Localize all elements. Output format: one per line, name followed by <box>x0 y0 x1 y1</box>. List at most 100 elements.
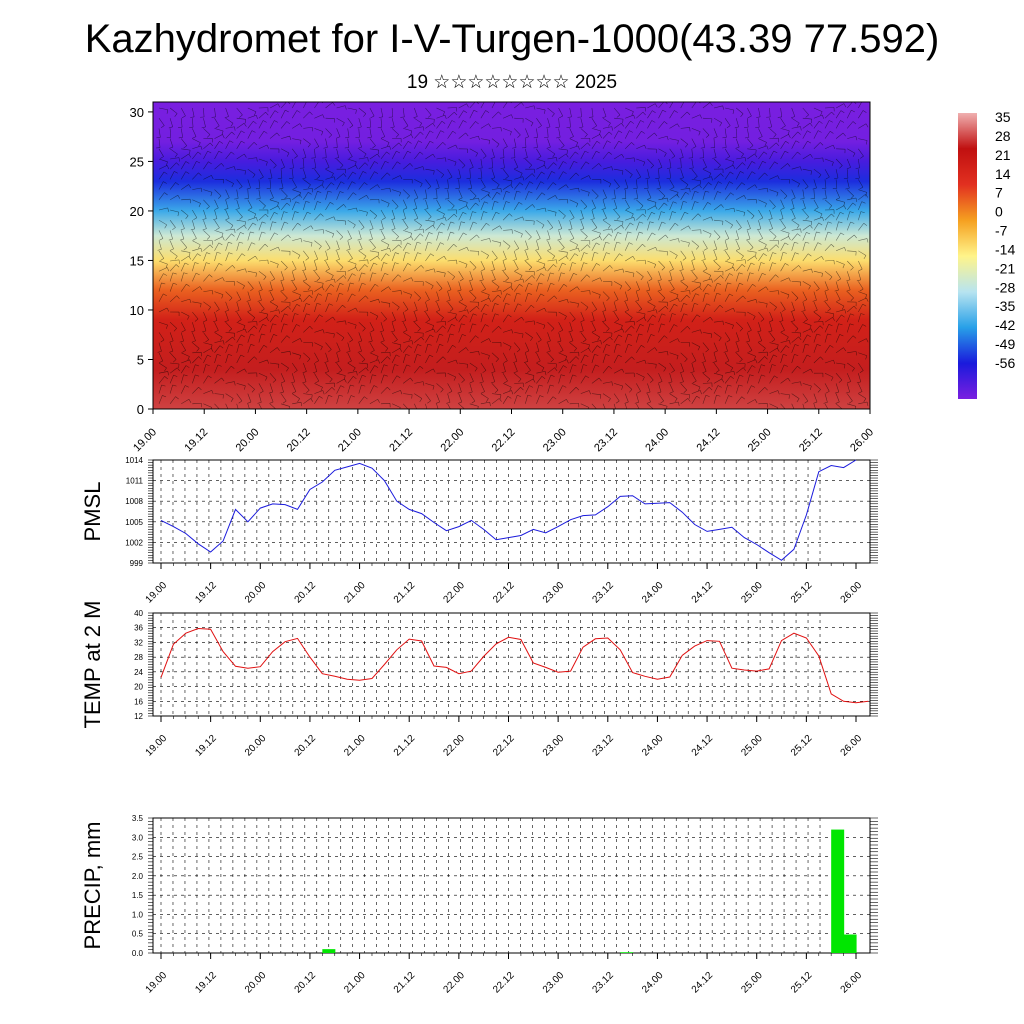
temp-x-tick-label: 19.12 <box>193 733 219 759</box>
precip-y-tick-label: 1.0 <box>132 910 144 919</box>
precip-x-tick-label: 23.12 <box>590 970 616 996</box>
colorbar-label: 21 <box>995 147 1011 163</box>
temp-x-tick-label: 25.00 <box>739 733 765 759</box>
temp-y-tick-label: 32 <box>134 638 143 647</box>
temp-x-tick-label: 23.12 <box>590 733 616 759</box>
wind-barbs <box>156 102 869 409</box>
pmsl-x-tick-label: 20.00 <box>243 580 269 606</box>
xsec-x-tick-label: 22.12 <box>490 426 518 454</box>
temp-x-tick-label: 23.00 <box>541 733 567 759</box>
colorbar <box>958 113 977 399</box>
colorbar-label: -49 <box>995 336 1015 352</box>
cross-section-field <box>153 102 870 409</box>
pmsl-x-tick-label: 22.00 <box>442 580 468 606</box>
precip-bar <box>620 952 634 953</box>
pmsl-y-tick-label: 1008 <box>125 497 143 506</box>
temp-x-tick-label: 21.12 <box>392 733 418 759</box>
precip-x-tick-label: 20.12 <box>293 970 319 996</box>
temp-frame <box>152 612 871 717</box>
precip-x-tick-label: 22.00 <box>442 970 468 996</box>
temp-y-tick-label: 20 <box>134 683 143 692</box>
precip-x-tick-label: 23.00 <box>541 970 567 996</box>
pmsl-series-line <box>160 459 857 561</box>
precip-y-tick-label: 3.0 <box>132 833 144 842</box>
pmsl-x-tick-label: 20.12 <box>293 580 319 606</box>
pmsl-x-tick-label: 19.00 <box>144 580 170 606</box>
precip-y-tick-label: 0.0 <box>132 949 144 958</box>
temp-y-tick-label: 28 <box>134 653 143 662</box>
xsec-x-tick-label: 24.00 <box>643 426 671 454</box>
pmsl-x-tick-label: 25.00 <box>739 580 765 606</box>
temp-y-tick-label: 40 <box>134 609 143 618</box>
xsec-x-tick-label: 19.12 <box>182 426 210 454</box>
temp-ylabel: TEMP at 2 M <box>80 601 105 729</box>
xsec-x-tick-label: 24.12 <box>695 426 723 454</box>
pmsl-x-tick-label: 19.12 <box>193 580 219 606</box>
temp-y-tick-label: 12 <box>134 712 143 721</box>
temp-x-tick-label: 26.00 <box>839 733 865 759</box>
colorbar-label: 0 <box>995 204 1003 220</box>
temp-x-tick-label: 21.00 <box>342 733 368 759</box>
xsec-y-tick-label: 10 <box>130 303 144 318</box>
precip-x-tick-label: 20.00 <box>243 970 269 996</box>
pmsl-y-tick-label: 1005 <box>125 518 143 527</box>
pmsl-y-tick-label: 999 <box>130 559 144 568</box>
colorbar-label: -21 <box>995 260 1015 276</box>
pmsl-y-tick-label: 1002 <box>125 538 143 547</box>
pmsl-frame <box>152 459 871 564</box>
temp-x-tick-label: 22.00 <box>442 733 468 759</box>
colorbar-label: -35 <box>995 298 1015 314</box>
temp-y-tick-label: 24 <box>134 668 143 677</box>
precip-y-tick-label: 0.5 <box>132 930 144 939</box>
precip-x-tick-label: 24.12 <box>690 970 716 996</box>
temp-x-tick-label: 20.12 <box>293 733 319 759</box>
xsec-x-tick-label: 19.00 <box>131 426 159 454</box>
pmsl-x-tick-label: 25.12 <box>789 580 815 606</box>
xsec-y-tick-label: 15 <box>130 253 144 268</box>
precip-x-tick-label: 24.00 <box>640 970 666 996</box>
xsec-y-tick-label: 30 <box>130 105 144 120</box>
xsec-x-tick-label: 23.12 <box>592 426 620 454</box>
temp-x-tick-label: 24.12 <box>690 733 716 759</box>
precip-x-tick-label: 25.00 <box>739 970 765 996</box>
xsec-x-tick-label: 25.12 <box>797 426 825 454</box>
page-subtitle: 19 ☆☆☆☆☆☆☆☆ 2025 <box>406 72 618 93</box>
page-title: Kazhydromet for I-V-Turgen-1000(43.39 77… <box>84 17 940 61</box>
precip-bar <box>322 949 336 953</box>
pmsl-x-tick-label: 21.12 <box>392 580 418 606</box>
xsec-x-tick-label: 26.00 <box>848 426 876 454</box>
xsec-y-tick-label: 0 <box>137 402 144 417</box>
temp-x-tick-label: 22.12 <box>491 733 517 759</box>
xsec-x-tick-label: 25.00 <box>746 426 774 454</box>
temp-series-line <box>160 627 869 704</box>
colorbar-label: -56 <box>995 355 1015 371</box>
temp-grid <box>153 613 870 716</box>
colorbar-label: 14 <box>995 166 1011 182</box>
xsec-x-tick-label: 21.00 <box>336 426 364 454</box>
precip-bar <box>843 934 857 953</box>
xsec-y-tick-label: 5 <box>137 352 144 367</box>
precip-grid <box>153 818 870 953</box>
precip-y-tick-label: 2.5 <box>132 853 144 862</box>
precip-x-tick-label: 26.00 <box>839 970 865 996</box>
precip-y-tick-label: 2.0 <box>132 872 144 881</box>
pmsl-x-tick-label: 21.00 <box>342 580 368 606</box>
xsec-x-tick-label: 20.00 <box>234 426 262 454</box>
temp-x-tick-label: 25.12 <box>789 733 815 759</box>
pmsl-x-tick-label: 24.12 <box>690 580 716 606</box>
pmsl-y-tick-label: 1011 <box>126 477 144 486</box>
precip-x-tick-label: 19.12 <box>193 970 219 996</box>
colorbar-label: -42 <box>995 317 1015 333</box>
pmsl-x-tick-label: 24.00 <box>640 580 666 606</box>
xsec-x-tick-label: 22.00 <box>438 426 466 454</box>
precip-y-tick-label: 3.5 <box>132 814 144 823</box>
temp-y-tick-label: 36 <box>134 624 143 633</box>
pmsl-x-tick-label: 26.00 <box>839 580 865 606</box>
temp-x-tick-label: 19.00 <box>144 733 170 759</box>
temp-x-tick-label: 20.00 <box>243 733 269 759</box>
xsec-y-tick-label: 25 <box>130 154 144 169</box>
precip-x-tick-label: 22.12 <box>491 970 517 996</box>
precip-y-tick-label: 1.5 <box>132 891 144 900</box>
xsec-x-tick-label: 23.00 <box>541 426 569 454</box>
